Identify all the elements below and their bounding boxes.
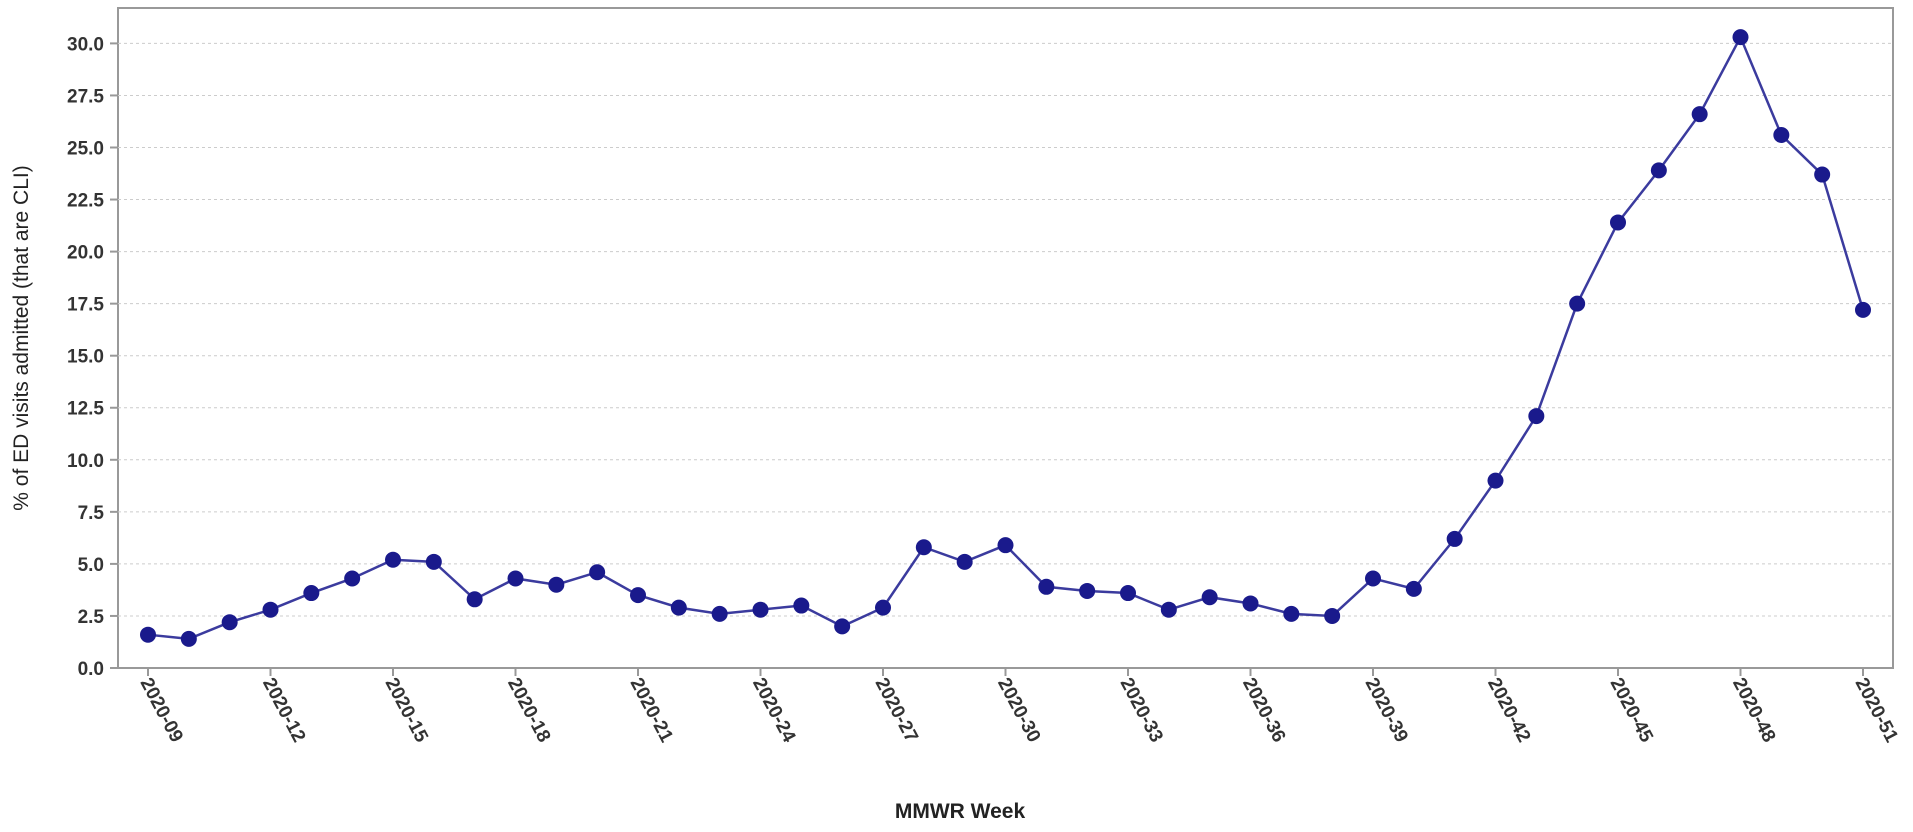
- data-point: [1855, 301, 1871, 318]
- data-point: [1283, 605, 1300, 622]
- data-point: [1528, 408, 1545, 425]
- y-tick-label: 20.0: [67, 243, 104, 264]
- data-point: [630, 587, 646, 604]
- data-point: [303, 585, 320, 602]
- data-point: [915, 539, 932, 556]
- data-point: [140, 626, 156, 643]
- y-tick-label: 30.0: [67, 34, 104, 55]
- data-point: [834, 618, 851, 635]
- y-tick-label: 22.5: [67, 191, 104, 212]
- x-tick-label: 2020-12: [258, 674, 309, 745]
- x-tick-label: 2020-36: [1238, 674, 1289, 745]
- data-point: [1650, 162, 1667, 179]
- data-point: [466, 591, 483, 608]
- data-point: [711, 605, 728, 622]
- data-point: [1569, 295, 1586, 312]
- data-point: [1242, 595, 1259, 612]
- x-tick-label: 2020-21: [626, 674, 677, 746]
- y-axis-label: % of ED visits admitted (that are CLI): [10, 165, 33, 510]
- data-point: [589, 564, 606, 581]
- data-point: [1610, 214, 1626, 231]
- plot-frame: [117, 7, 1894, 669]
- y-tick-label: 15.0: [67, 347, 104, 368]
- data-point: [1691, 106, 1708, 123]
- data-point: [752, 601, 769, 618]
- x-tick-label: 2020-39: [1361, 674, 1412, 745]
- data-point: [1446, 530, 1463, 547]
- x-tick-label: 2020-51: [1851, 674, 1902, 746]
- data-point: [1201, 589, 1218, 606]
- y-tick-label: 25.0: [67, 138, 104, 159]
- x-tick-label: 2020-42: [1483, 674, 1534, 745]
- data-point: [1365, 570, 1381, 587]
- data-point: [1814, 166, 1831, 183]
- y-tick-label: 27.5: [67, 86, 104, 107]
- data-point: [262, 601, 279, 618]
- y-tick-label: 12.5: [67, 399, 104, 420]
- data-point: [1405, 580, 1422, 597]
- x-tick-label: 2020-15: [381, 674, 432, 746]
- data-point: [507, 570, 524, 587]
- y-tick-label: 5.0: [78, 555, 104, 576]
- data-point: [1079, 582, 1096, 599]
- y-tick-label: 7.5: [78, 503, 105, 524]
- data-point: [1038, 578, 1055, 595]
- data-point: [997, 537, 1014, 554]
- data-point: [180, 630, 197, 647]
- data-point: [875, 599, 891, 616]
- data-point: [344, 570, 361, 587]
- y-tick-label: 2.5: [78, 607, 105, 628]
- data-point: [548, 576, 565, 593]
- data-point: [793, 597, 810, 614]
- x-tick-label: 2020-27: [871, 674, 922, 745]
- x-tick-label: 2020-18: [503, 674, 554, 745]
- y-tick-label: 0.0: [78, 659, 104, 680]
- x-tick-label: 2020-09: [136, 674, 187, 745]
- x-tick-label: 2020-48: [1728, 674, 1779, 745]
- x-tick-label: 2020-30: [993, 674, 1044, 745]
- x-tick-label: 2020-45: [1606, 674, 1657, 746]
- data-point: [221, 614, 238, 631]
- data-point: [1773, 127, 1790, 144]
- data-point: [385, 551, 401, 568]
- x-tick-label: 2020-33: [1116, 674, 1167, 745]
- y-tick-label: 10.0: [67, 451, 104, 472]
- data-point: [956, 553, 973, 570]
- x-axis-label: MMWR Week: [895, 800, 1026, 823]
- data-point: [1487, 472, 1504, 489]
- y-tick-label: 17.5: [67, 295, 104, 316]
- data-point: [670, 599, 687, 616]
- data-point: [1160, 601, 1177, 618]
- data-point: [1732, 29, 1749, 46]
- data-point: [1324, 607, 1341, 624]
- x-tick-label: 2020-24: [748, 674, 799, 746]
- data-point: [425, 553, 442, 570]
- data-point: [1120, 585, 1136, 602]
